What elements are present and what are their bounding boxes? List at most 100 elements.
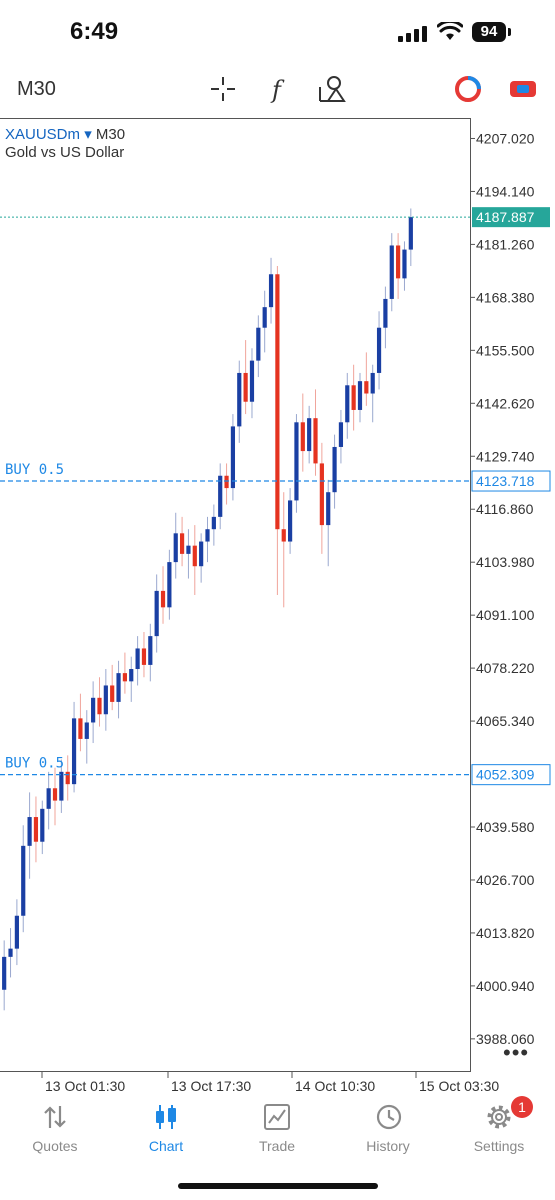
- tab-trade[interactable]: Trade: [227, 1102, 327, 1154]
- current-price-box: [472, 207, 550, 228]
- candle-body: [383, 298, 388, 328]
- candle-body: [2, 956, 7, 990]
- signal-icon: [398, 26, 427, 42]
- y-tick-label: 4207.020: [476, 130, 535, 146]
- tab-history[interactable]: History: [338, 1102, 438, 1154]
- battery-indicator: 94: [472, 22, 506, 42]
- candle-body: [186, 545, 191, 554]
- candle-body: [370, 372, 375, 394]
- candle-body: [288, 500, 293, 542]
- candle-body: [141, 648, 147, 665]
- candle-body: [249, 360, 255, 402]
- tab-label: History: [366, 1138, 410, 1154]
- symbol-selector[interactable]: XAUUSDm ▾ M30: [5, 125, 125, 143]
- candle-body: [65, 771, 70, 785]
- order-price-label: 4123.718: [476, 473, 535, 489]
- tab-bar: Quotes Chart Trade History 1 Settings: [0, 1090, 555, 1200]
- y-tick-label: 4181.260: [476, 236, 535, 252]
- candle-body: [205, 529, 210, 542]
- symbol-description: Gold vs US Dollar: [5, 144, 125, 161]
- account-icon[interactable]: [453, 74, 483, 104]
- candle-body: [313, 418, 318, 464]
- candle-body: [122, 673, 127, 682]
- candle-body: [167, 562, 172, 608]
- indicators-icon[interactable]: f: [263, 74, 293, 104]
- tab-quotes[interactable]: Quotes: [5, 1102, 105, 1154]
- candle-body: [294, 422, 299, 501]
- order-price-box: [471, 764, 551, 786]
- candle-body: [364, 381, 369, 394]
- order-label: BUY 0.5: [5, 756, 64, 772]
- chart-toolbar: M30 f: [0, 62, 555, 118]
- candle-body: [33, 817, 39, 842]
- candle-body: [84, 722, 89, 739]
- candle-body: [376, 327, 382, 373]
- trade-icon: [264, 1104, 290, 1130]
- candle-body: [199, 541, 204, 567]
- home-indicator: [178, 1183, 378, 1189]
- x-tick-label: 15 Oct 03:30: [419, 1078, 499, 1093]
- candle-body: [262, 307, 267, 328]
- one-click-trading-icon[interactable]: [508, 74, 538, 104]
- tab-label: Quotes: [32, 1138, 78, 1154]
- y-tick-label: 4142.620: [476, 395, 535, 411]
- chart-area[interactable]: [0, 118, 471, 1072]
- candle-body: [230, 426, 236, 489]
- price-chart[interactable]: 4207.020 4194.140 4181.260 4168.380 4155.500…: [0, 118, 555, 1093]
- candle-body: [154, 590, 159, 637]
- candle-body: [78, 718, 83, 739]
- candle-body: [338, 422, 344, 447]
- candle-body: [97, 697, 102, 715]
- candlestick-icon: [156, 1105, 176, 1129]
- tab-settings[interactable]: 1 Settings: [449, 1096, 549, 1154]
- x-tick-label: 13 Oct 01:30: [45, 1078, 125, 1093]
- candle-body: [103, 685, 108, 715]
- order-price-box: [471, 470, 551, 492]
- candle-body: [408, 217, 413, 250]
- tab-label: Settings: [473, 1138, 525, 1154]
- candle-body: [345, 385, 350, 423]
- objects-icon[interactable]: [316, 74, 346, 104]
- tab-label: Trade: [258, 1138, 296, 1154]
- status-bar: 6:49 94: [0, 0, 555, 62]
- y-tick-label: 4168.380: [476, 289, 535, 305]
- y-tick-label: 4000.940: [476, 978, 535, 994]
- candle-body: [396, 245, 401, 279]
- current-price-label: 4187.887: [476, 209, 535, 225]
- candle-body: [224, 475, 229, 489]
- crosshair-icon[interactable]: [208, 74, 238, 104]
- quotes-icon: [44, 1106, 66, 1128]
- chevron-down-icon[interactable]: ▾: [84, 126, 92, 143]
- candle-body: [8, 948, 13, 957]
- candle-body: [275, 274, 280, 530]
- symbol-name[interactable]: XAUUSDm: [5, 126, 81, 143]
- candle-body: [173, 533, 178, 563]
- y-tick-label: 4039.580: [476, 819, 535, 835]
- candle-body: [211, 516, 216, 530]
- more-options-icon[interactable]: •••: [503, 1040, 530, 1065]
- y-tick-label: 4116.860: [476, 501, 534, 517]
- candle-body: [237, 372, 242, 427]
- candle-body: [71, 718, 77, 785]
- candle-body: [268, 274, 274, 308]
- candle-body: [319, 463, 324, 526]
- candle-body: [116, 673, 121, 702]
- candle-body: [59, 771, 64, 801]
- notification-badge: 1: [511, 1096, 533, 1118]
- y-tick-label: 4091.100: [476, 607, 535, 623]
- svg-text:f: f: [270, 76, 285, 104]
- order-price-label: 4052.309: [476, 767, 535, 783]
- candle-body: [46, 788, 51, 809]
- candle-body: [40, 808, 45, 842]
- candle-body: [110, 685, 115, 702]
- y-tick-label: 4129.740: [476, 448, 535, 464]
- y-tick-label: 4078.220: [476, 660, 535, 676]
- x-tick-label: 14 Oct 10:30: [295, 1078, 375, 1093]
- candle-body: [192, 545, 197, 567]
- timeframe-button[interactable]: M30: [17, 78, 56, 100]
- battery-tip: [508, 28, 511, 36]
- y-tick-label: 4065.340: [476, 713, 535, 729]
- tab-chart[interactable]: Chart: [116, 1102, 216, 1154]
- candle-body: [326, 492, 331, 526]
- candle-body: [14, 915, 19, 949]
